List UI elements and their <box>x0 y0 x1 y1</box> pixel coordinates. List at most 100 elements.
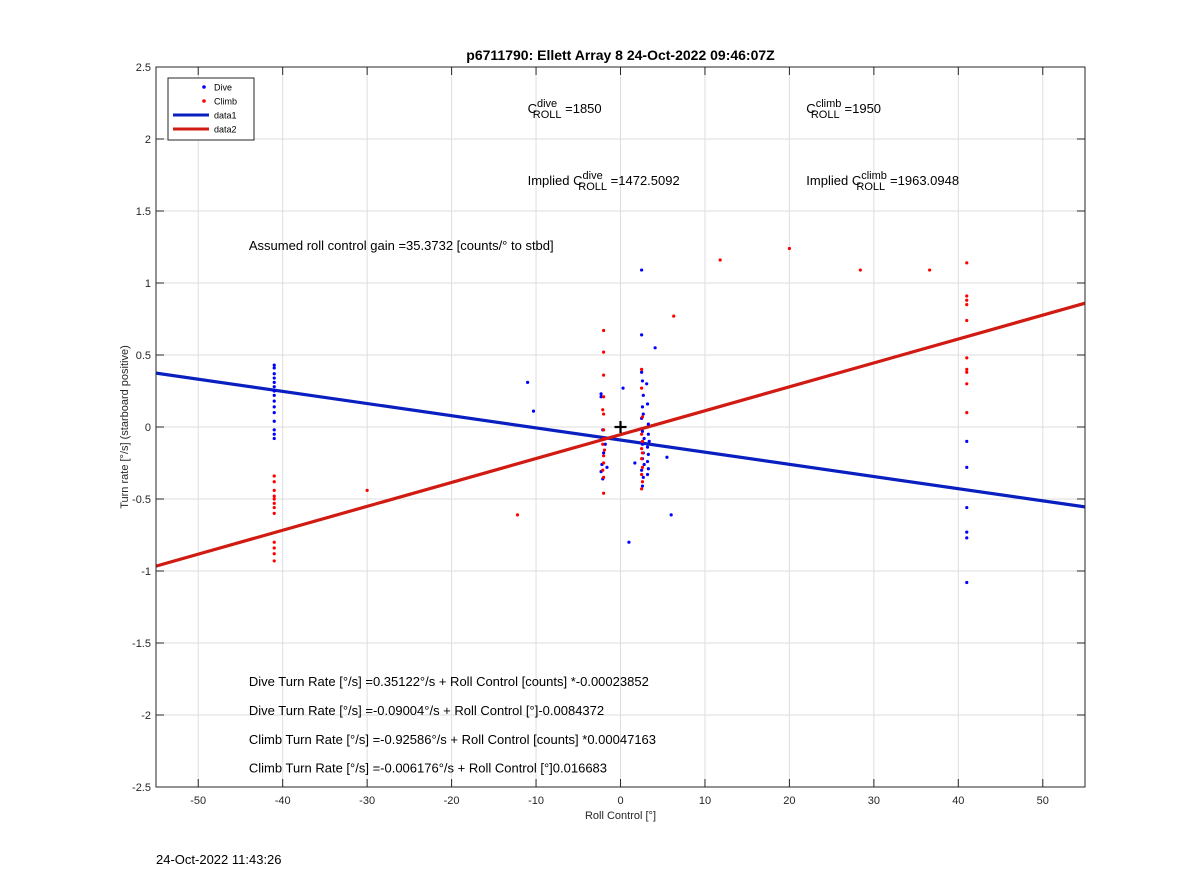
data-point-climb <box>640 457 644 461</box>
data-point-climb <box>640 367 644 371</box>
data-point-climb <box>965 318 969 323</box>
annotation-cdive: Cdive ROLL =1850 <box>528 98 602 121</box>
data-point-dive <box>645 402 650 406</box>
data-point-climb <box>272 559 276 563</box>
annotation-eq2: Dive Turn Rate [°/s] =-0.09004°/s + Roll… <box>249 703 604 718</box>
data-point-dive <box>272 372 276 376</box>
data-point-dive <box>272 380 276 384</box>
x-tick-label: 50 <box>1037 795 1049 807</box>
data-point-climb <box>640 439 645 443</box>
data-point-climb <box>272 494 276 498</box>
data-point-climb <box>965 411 969 415</box>
data-point-climb <box>787 246 792 251</box>
data-point-dive <box>642 462 646 467</box>
data-point-dive <box>621 386 625 390</box>
data-point-dive <box>646 467 650 471</box>
data-point-dive <box>641 475 645 479</box>
data-point-climb <box>601 442 605 446</box>
data-point-climb <box>272 506 276 510</box>
data-point-dive <box>640 484 645 488</box>
data-point-climb <box>602 412 606 416</box>
annotation-gain: Assumed roll control gain =35.3732 [coun… <box>249 238 554 253</box>
annotation-cclimb: Cclimb ROLL =1950 <box>806 98 881 121</box>
y-axis-label: Turn rate [°/s] (starboard positive) <box>119 345 131 509</box>
data-point-dive <box>603 442 607 446</box>
data-point-climb <box>272 546 276 550</box>
y-tick-label: 0 <box>145 422 151 434</box>
y-tick-label: -0.5 <box>132 494 151 506</box>
data-point-dive <box>965 465 969 469</box>
data-point-climb <box>640 386 644 390</box>
data-point-climb <box>601 468 605 472</box>
data-point-dive <box>627 540 631 544</box>
legend-label-data2: data2 <box>214 125 237 135</box>
data-point-dive <box>640 268 644 272</box>
data-point-climb <box>272 488 276 492</box>
x-tick-label: -30 <box>359 795 375 807</box>
data-point-dive <box>272 436 276 441</box>
data-point-dive <box>646 422 650 426</box>
data-point-dive <box>272 366 276 370</box>
data-point-climb <box>602 454 606 458</box>
y-tick-label: 1 <box>145 278 151 290</box>
data-point-climb <box>272 474 276 478</box>
data-point-climb <box>965 382 969 386</box>
data-point-climb <box>640 487 644 491</box>
data-point-climb <box>365 488 369 492</box>
data-point-dive <box>640 442 645 446</box>
data-point-climb <box>640 480 645 484</box>
y-tick-label: -1.5 <box>132 638 151 650</box>
data-point-dive <box>272 389 276 393</box>
x-tick-label: 40 <box>952 795 964 807</box>
data-point-dive <box>531 409 536 413</box>
data-point-dive <box>599 395 603 399</box>
data-point-climb <box>965 370 969 374</box>
data-point-climb <box>602 491 606 495</box>
x-axis-label: Roll Control [°] <box>585 810 656 822</box>
data-point-climb <box>272 501 276 505</box>
data-point-dive <box>640 379 645 383</box>
chart-title: p6711790: Ellett Array 8 24-Oct-2022 09:… <box>466 47 775 63</box>
data-point-dive <box>640 333 644 337</box>
data-point-dive <box>653 346 657 350</box>
legend-box <box>167 77 255 141</box>
data-point-climb <box>602 436 606 441</box>
data-point-dive <box>526 380 530 384</box>
data-point-climb <box>965 294 969 298</box>
x-tick-label: -40 <box>275 795 291 807</box>
y-tick-label: 1.5 <box>136 206 151 218</box>
data-point-dive <box>602 451 606 455</box>
x-tick-label: 0 <box>617 795 623 807</box>
x-tick-label: -20 <box>444 795 460 807</box>
data-point-climb <box>965 367 969 371</box>
data-point-climb <box>602 395 606 399</box>
data-point-dive <box>965 506 969 510</box>
data-point-dive <box>642 436 646 441</box>
x-tick-label: 10 <box>699 795 711 807</box>
data-point-climb <box>640 465 645 469</box>
y-tick-label: 0.5 <box>136 350 151 362</box>
data-point-dive <box>641 412 645 416</box>
data-point-climb <box>640 415 645 419</box>
data-point-dive <box>965 536 969 540</box>
data-point-climb <box>640 447 644 451</box>
data-point-climb <box>272 552 276 556</box>
data-point-climb <box>272 511 276 515</box>
data-point-dive <box>646 452 650 456</box>
legend-label-climb: Climb <box>214 97 237 107</box>
data-point-climb <box>602 328 606 333</box>
data-point-dive <box>965 530 969 534</box>
data-point-climb <box>602 448 607 452</box>
data-point-climb <box>965 356 969 360</box>
data-point-climb <box>272 540 276 544</box>
y-tick-label: 2 <box>145 134 151 146</box>
data-point-dive <box>645 445 650 449</box>
data-point-dive <box>640 429 645 433</box>
data-point-dive <box>665 455 669 459</box>
data-point-dive <box>645 472 650 477</box>
data-point-dive <box>633 461 637 465</box>
data-point-dive <box>272 419 276 423</box>
data-point-climb <box>272 480 276 484</box>
data-point-climb <box>718 258 722 262</box>
